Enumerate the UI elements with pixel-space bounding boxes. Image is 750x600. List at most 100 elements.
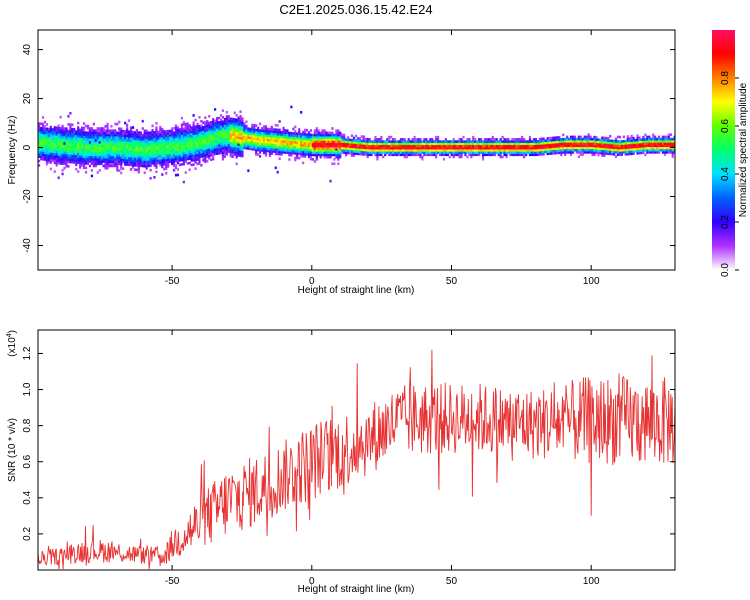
- spectrogram-cell: [382, 144, 385, 148]
- spectrogram-cell: [624, 153, 627, 156]
- spectrogram-cell: [337, 162, 340, 166]
- spectrogram-cell: [106, 162, 109, 166]
- spectrogram-cell: [487, 144, 491, 148]
- spectrogram-cell: [601, 140, 604, 144]
- spectrogram-cell: [333, 151, 336, 155]
- spectrogram-cell: [217, 116, 221, 120]
- spectrogram-cell: [362, 150, 365, 154]
- spectrogram-cell: [478, 149, 481, 152]
- spectrogram-cell: [233, 111, 236, 115]
- spectrogram-cell: [407, 151, 410, 154]
- spectrogram-cell: [237, 149, 240, 153]
- spectrogram-cell: [249, 138, 252, 142]
- spectrogram-cell: [503, 142, 506, 146]
- spectrogram-cell: [530, 144, 534, 148]
- spectrogram-cell: [255, 150, 258, 154]
- spectrogram-cell: [352, 138, 356, 142]
- spectrogram-cell: [159, 150, 162, 153]
- spectrogram-cell: [45, 138, 49, 142]
- spectrogram-cell: [657, 142, 661, 145]
- spectrogram-cell: [266, 134, 270, 137]
- spectrogram-cell: [143, 142, 146, 146]
- spectrogram-cell: [116, 147, 119, 150]
- spectrogram-cell: [542, 144, 545, 147]
- spectrogram-cell: [163, 147, 166, 151]
- spectrogram-cell: [133, 139, 137, 143]
- spectrogram-cell: [223, 117, 226, 121]
- spectrogram-cell: [583, 137, 586, 141]
- spectrogram-cell: [122, 156, 125, 159]
- spectrogram-cell: [163, 150, 166, 153]
- spectrogram-cell: [354, 139, 358, 142]
- spectrogram-cell: [460, 155, 463, 159]
- spectrogram-cell: [196, 155, 199, 159]
- spectrogram-cell: [607, 137, 610, 140]
- spectrogram-cell: [595, 135, 598, 139]
- spectrogram-cell: [391, 153, 395, 157]
- spectrogram-cell: [417, 149, 420, 152]
- spectrogram-cell: [90, 144, 94, 148]
- spectrogram-cell: [550, 145, 553, 149]
- spectrogram-cell: [172, 144, 176, 148]
- spectrogram-cell: [65, 129, 68, 133]
- spectrogram-cell: [215, 123, 219, 127]
- spectrogram-cell: [296, 139, 299, 142]
- spectrogram-cell: [167, 158, 170, 162]
- spectrogram-cell: [69, 127, 72, 131]
- spectrogram-cell: [137, 135, 140, 139]
- spectrogram-cell: [229, 132, 232, 136]
- spectrogram-cell: [233, 122, 236, 126]
- spectrogram-cell: [605, 152, 608, 155]
- spectrogram-cell: [329, 140, 332, 144]
- spectrogram-cell: [470, 149, 473, 152]
- spectrogram-cell: [41, 144, 45, 148]
- spectrogram-cell: [333, 149, 336, 152]
- spectrogram-cell: [196, 129, 199, 133]
- spectrogram-cell: [225, 115, 228, 118]
- spectrogram-cell: [356, 139, 359, 142]
- spectrogram-cell: [53, 139, 56, 143]
- spectrogram-cell: [251, 130, 254, 133]
- spectrogram-cell: [129, 137, 133, 140]
- spectrogram-cell: [487, 142, 491, 146]
- spectrogram-cell: [573, 144, 577, 148]
- spectrogram-cell: [229, 137, 232, 140]
- spectrogram-cell: [616, 140, 620, 143]
- spectrogram-cell: [352, 152, 356, 155]
- spectrogram-cell: [124, 147, 127, 151]
- spectrogram-cell: [229, 143, 232, 147]
- spectrogram-cell: [88, 141, 92, 144]
- spectrogram-cell: [280, 135, 283, 139]
- spectrogram-cell: [161, 150, 164, 153]
- spectrogram-cell: [634, 138, 637, 142]
- spectrogram-cell: [548, 152, 551, 155]
- spectrogram-cell: [407, 149, 410, 152]
- spectrogram-cell: [172, 131, 176, 135]
- spectrogram-cell: [642, 140, 645, 144]
- spectrogram-cell: [75, 163, 78, 167]
- spectrogram-cell: [262, 147, 266, 150]
- spectrogram-cell: [180, 152, 183, 155]
- spectrogram-cell: [622, 146, 625, 150]
- snr-x-tick-label: 0: [309, 576, 315, 587]
- spectrogram-cell: [452, 155, 455, 159]
- spectrogram-cell: [227, 134, 230, 138]
- spectrogram-cell: [200, 133, 203, 136]
- spectrogram-cell: [661, 148, 665, 152]
- spectrogram-cell: [92, 133, 95, 137]
- spectrogram-cell: [153, 175, 156, 179]
- spectrogram-cell: [419, 138, 422, 141]
- spectrogram-cell: [270, 136, 273, 140]
- spectrogram-cell: [82, 144, 86, 147]
- spectrogram-cell: [479, 149, 483, 152]
- spectrogram-cell: [585, 135, 588, 139]
- spectrogram-cell: [524, 144, 528, 148]
- spectrogram-cell: [153, 164, 156, 167]
- spectrogram-cell: [114, 142, 117, 146]
- spectrogram-cell: [399, 149, 403, 152]
- spectrogram-cell: [327, 131, 330, 135]
- spectrogram-cell: [210, 138, 213, 142]
- spectrogram-cell: [554, 145, 557, 148]
- spectrogram-cell: [548, 143, 551, 147]
- spectrogram-cell: [165, 136, 168, 140]
